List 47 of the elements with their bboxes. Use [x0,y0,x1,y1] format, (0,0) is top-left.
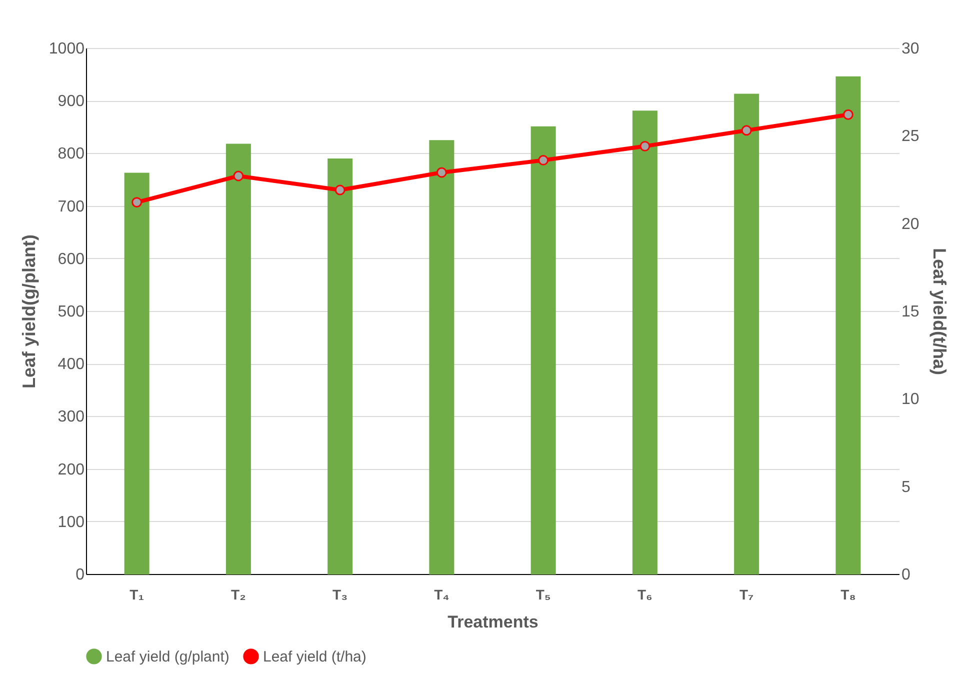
point [334,184,346,196]
y-tick-label: 900 [58,93,85,110]
y2-tick-label: 10 [902,391,920,408]
y-tick-label: 300 [58,408,85,426]
point [741,125,752,136]
point [436,167,447,178]
x-tick-label: T₈ [840,586,856,602]
x-axis-title: Treatments [448,612,538,632]
legend-label: Leaf yield (t/ha) [263,648,366,666]
x-tick-label: T₂ [231,586,246,602]
bar [734,94,760,574]
point [233,170,244,182]
y-tick-label: 700 [58,198,85,216]
y-tick-label: 1000 [48,40,85,58]
bar [836,76,861,574]
point [640,140,650,152]
y-tick-label: 400 [58,356,85,374]
y-axis-title: Leaf yield(g/plant) [18,234,39,389]
y-tick-label: 600 [58,250,85,268]
y2-tick-label: 15 [902,304,920,320]
y-tick-label: 100 [58,514,85,531]
y2-axis-title: Leaf yield(t/ha) [929,248,950,376]
x-tick-label: T₅ [536,586,551,602]
x-tick-label: T₇ [739,586,754,602]
y-tick-label: 800 [58,146,85,163]
x-tick-label: T₆ [637,586,652,602]
y-tick-label: 0 [76,566,85,584]
legend-label: Leaf yield (g/plant) [106,648,230,666]
y2-tick-label: 25 [902,128,920,146]
point [132,197,142,208]
x-tick-label: T₃ [332,586,348,602]
y2-tick-label: 0 [902,566,910,584]
x-tick-label: T₁ [130,586,144,602]
bar [124,172,150,574]
y-tick-label: 500 [58,304,85,320]
bar [429,140,454,574]
bar [328,158,353,574]
x-tick-label: T₄ [434,586,450,602]
y2-tick-label: 30 [902,40,920,58]
y-tick-label: 200 [58,461,85,478]
bar [632,110,658,574]
bar [226,144,251,574]
point [538,155,549,166]
bar [530,126,556,574]
y2-tick-label: 5 [902,478,910,496]
point [842,109,854,120]
y2-tick-label: 20 [902,216,920,233]
